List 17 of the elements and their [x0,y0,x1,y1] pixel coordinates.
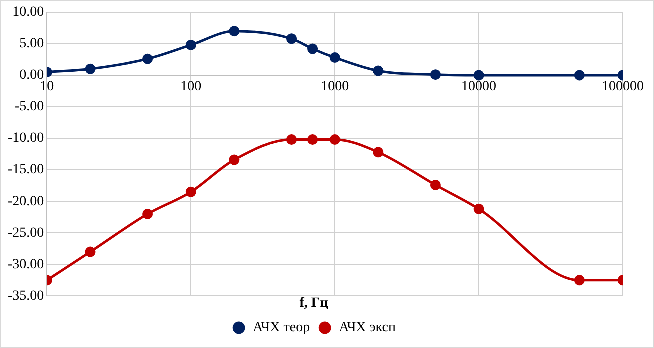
y-tick-label: 5.00 [20,36,44,52]
x-tick-label: 1000 [321,80,350,95]
x-axis-title: f, Гц [300,296,328,311]
y-tick-label: -15.00 [8,162,44,178]
y-tick-label: -25.00 [8,226,44,241]
x-tick-label: 10000 [462,80,497,95]
legend-label: АЧХ эксп [339,320,396,336]
y-tick-label: -35.00 [8,288,44,304]
y-tick-label: -10.00 [8,131,44,146]
x-tick-label: 100 [180,80,202,95]
x-tick-label: 10 [40,80,54,95]
y-tick-label: -5.00 [14,100,44,115]
y-tick-label: -30.00 [8,257,44,272]
x-tick-label: 100000 [602,80,644,95]
y-tick-label: 10.00 [12,5,44,20]
y-tick-label: -20.00 [8,194,44,210]
legend-label: АЧХ теор [253,320,310,336]
